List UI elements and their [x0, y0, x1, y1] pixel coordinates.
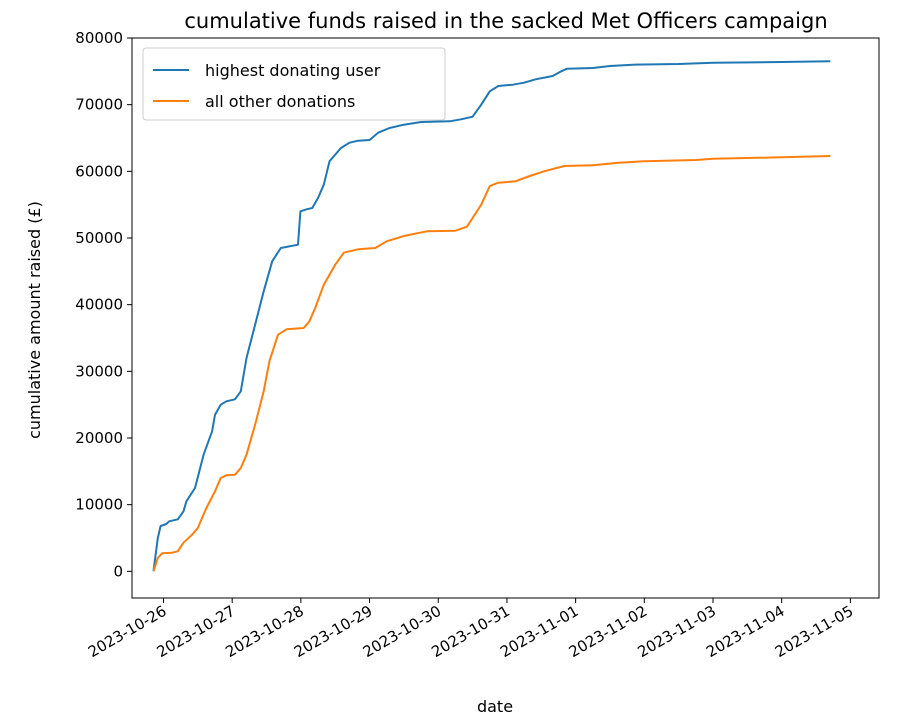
y-axis-label: cumulative amount raised (£): [25, 201, 44, 439]
legend-box: [142, 47, 446, 121]
legend-label-1: highest donating user: [205, 61, 381, 80]
plot-area: 0 10000 20000 30000 40000 50000 60000 70000 8000…: [75, 29, 880, 661]
legend: highest donating user all other donations: [142, 47, 446, 121]
x-axis-label: date: [477, 697, 513, 716]
legend-label-2: all other donations: [205, 92, 355, 111]
y-tick-label: 20000: [75, 429, 123, 447]
y-tick-label: 40000: [75, 296, 123, 314]
series-line-2: [152, 155, 831, 572]
y-tick-label: 80000: [75, 29, 123, 47]
y-tick-label: 0: [113, 562, 123, 580]
y-tick-label: 50000: [75, 229, 123, 247]
y-tick-label: 10000: [75, 496, 123, 514]
y-tick-label: 60000: [75, 162, 123, 180]
y-tick-label: 30000: [75, 362, 123, 380]
series-line-1: [152, 60, 831, 572]
y-tick-label: 70000: [75, 96, 123, 114]
axes-frame: [131, 37, 880, 599]
x-tick-label: 2023-11-05: [772, 602, 857, 661]
chart-title: cumulative funds raised in the sacked Me…: [184, 9, 827, 33]
